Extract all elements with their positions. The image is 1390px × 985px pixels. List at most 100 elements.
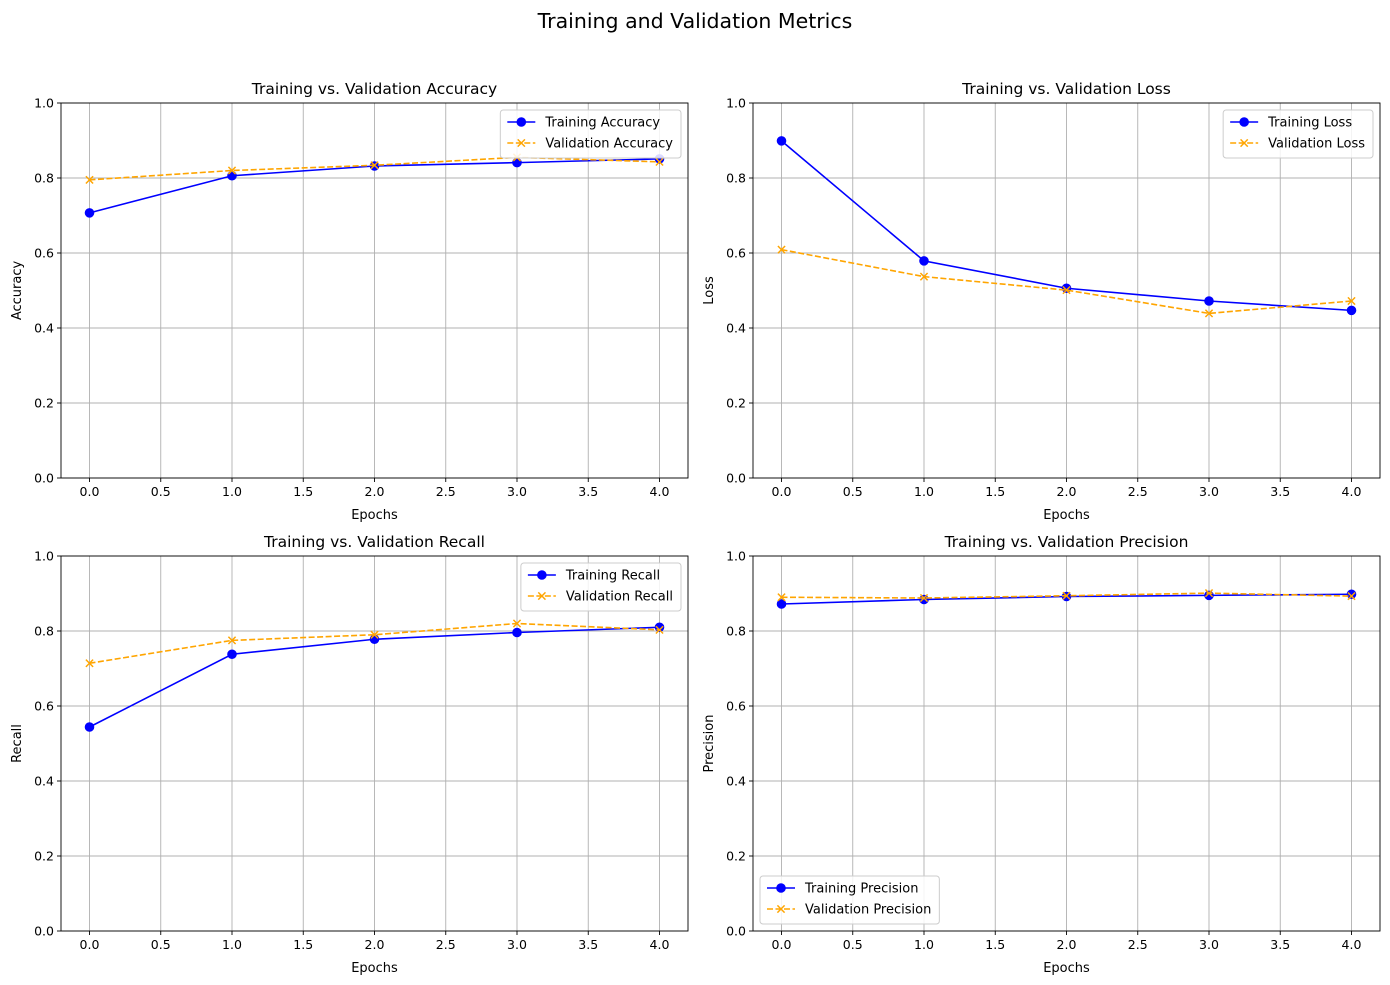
x-tick-label: 3.0 bbox=[1199, 937, 1219, 952]
x-tick-label: 4.0 bbox=[1342, 484, 1362, 499]
y-tick-label: 0.8 bbox=[34, 171, 54, 186]
x-tick-label: 1.0 bbox=[222, 484, 242, 499]
x-tick-label: 0.5 bbox=[151, 484, 171, 499]
x-tick-label: 0.0 bbox=[80, 937, 100, 952]
legend-marker bbox=[516, 117, 527, 127]
panel-title: Training vs. Validation Accuracy bbox=[251, 80, 497, 98]
y-tick-label: 1.0 bbox=[34, 549, 54, 564]
x-tick-label: 1.0 bbox=[914, 484, 934, 499]
validation-point bbox=[655, 157, 664, 167]
x-tick-label: 1.0 bbox=[914, 937, 934, 952]
y-axis-label: Loss bbox=[702, 276, 717, 305]
training-point bbox=[1346, 589, 1357, 600]
validation-point bbox=[919, 272, 929, 281]
legend-label: Training Precision bbox=[804, 882, 918, 897]
legend-label: Validation Accuracy bbox=[545, 137, 673, 152]
x-tick-label: 4.0 bbox=[650, 484, 670, 499]
validation-point bbox=[85, 659, 94, 668]
validation-point bbox=[1204, 309, 1214, 318]
legend: Training Precision Validation Precision bbox=[759, 875, 940, 925]
y-axis-label: Recall bbox=[10, 724, 25, 763]
y-tick-label: 0.4 bbox=[34, 774, 54, 789]
figure-suptitle: Training and Validation Metrics bbox=[537, 9, 853, 33]
y-tick-label: 0.0 bbox=[34, 471, 54, 486]
training-point bbox=[776, 136, 787, 146]
chart-panel-3: 0.0 0.5 1.0 1.5 2.0 2.5 3.0 3.5 4.0 0.0 0.2 0.4 0.6 0… bbox=[10, 533, 689, 976]
x-tick-label: 3.5 bbox=[1270, 484, 1290, 499]
x-tick-label: 4.0 bbox=[1342, 937, 1362, 952]
legend-marker bbox=[776, 883, 786, 893]
x-tick-label: 3.0 bbox=[507, 484, 527, 499]
validation-point bbox=[1347, 296, 1356, 306]
y-tick-label: 0.0 bbox=[34, 924, 54, 939]
x-tick-label: 1.5 bbox=[293, 484, 313, 499]
y-tick-label: 0.8 bbox=[34, 624, 54, 639]
y-tick-label: 0.4 bbox=[34, 321, 54, 336]
validation-point bbox=[370, 161, 379, 170]
x-tick-label: 2.0 bbox=[1057, 484, 1077, 499]
training-point bbox=[1346, 305, 1357, 316]
y-tick-label: 0.0 bbox=[726, 924, 746, 939]
y-tick-label: 0.6 bbox=[34, 699, 54, 714]
legend: Training Accuracy Validation Accuracy bbox=[499, 109, 682, 159]
y-axis-label: Accuracy bbox=[10, 261, 25, 321]
panel-title: Training vs. Validation Recall bbox=[263, 533, 485, 551]
legend-box bbox=[1222, 109, 1374, 159]
x-tick-label: 4.0 bbox=[650, 937, 670, 952]
legend-marker bbox=[537, 591, 547, 601]
validation-point bbox=[227, 636, 237, 645]
training-point bbox=[227, 649, 237, 660]
y-axis-label: Precision bbox=[702, 714, 717, 772]
x-tick-label: 2.0 bbox=[365, 937, 385, 952]
x-tick-label: 1.5 bbox=[985, 484, 1005, 499]
y-tick-label: 0.4 bbox=[726, 321, 746, 336]
axes-frame bbox=[60, 555, 689, 932]
legend-label: Validation Recall bbox=[566, 590, 673, 605]
x-tick-label: 3.0 bbox=[507, 937, 527, 952]
y-tick-label: 0.2 bbox=[34, 849, 54, 864]
axes-frame bbox=[752, 102, 1381, 479]
axes-frame bbox=[60, 102, 689, 479]
validation-point bbox=[1347, 591, 1356, 601]
training-point bbox=[84, 208, 95, 218]
x-axis-label: Epochs bbox=[351, 961, 398, 976]
x-tick-label: 3.0 bbox=[1199, 484, 1219, 499]
x-tick-label: 0.5 bbox=[151, 937, 171, 952]
x-axis-label: Epochs bbox=[1043, 508, 1090, 523]
legend-marker bbox=[537, 570, 547, 580]
validation-point bbox=[777, 593, 786, 602]
training-point bbox=[919, 256, 929, 266]
chart-panel-4: 0.0 0.5 1.0 1.5 2.0 2.5 3.0 3.5 4.0 0.0 0.2 0.4 0.6 0… bbox=[702, 533, 1381, 976]
x-tick-label: 0.0 bbox=[772, 937, 792, 952]
legend-label: Training Recall bbox=[565, 569, 660, 584]
x-tick-label: 2.5 bbox=[1128, 484, 1148, 499]
x-axis-label: Epochs bbox=[351, 508, 398, 523]
x-tick-label: 2.0 bbox=[1057, 937, 1077, 952]
validation-point bbox=[512, 619, 522, 628]
y-tick-label: 0.6 bbox=[726, 246, 746, 261]
x-tick-label: 0.0 bbox=[772, 484, 792, 499]
chart-panels: 0.0 0.5 1.0 1.5 2.0 2.5 3.0 3.5 4.0 0.0 0.2 0.4 0.6 0… bbox=[10, 80, 1381, 976]
legend-marker bbox=[1240, 138, 1249, 148]
legend-box bbox=[520, 562, 682, 612]
validation-point bbox=[227, 166, 237, 175]
chart-panel-1: 0.0 0.5 1.0 1.5 2.0 2.5 3.0 3.5 4.0 0.0 0.2 0.4 0.6 0… bbox=[10, 80, 689, 523]
y-tick-label: 0.4 bbox=[726, 774, 746, 789]
x-axis-label: Epochs bbox=[1043, 961, 1090, 976]
x-tick-label: 2.5 bbox=[436, 484, 456, 499]
y-tick-label: 0.6 bbox=[726, 699, 746, 714]
x-tick-label: 0.5 bbox=[843, 937, 863, 952]
y-tick-label: 0.6 bbox=[34, 246, 54, 261]
legend-box bbox=[499, 109, 682, 159]
x-tick-label: 0.0 bbox=[80, 484, 100, 499]
x-tick-label: 2.5 bbox=[1128, 937, 1148, 952]
panel-title: Training vs. Validation Loss bbox=[961, 80, 1171, 98]
legend-box bbox=[759, 875, 940, 925]
x-tick-label: 1.5 bbox=[985, 937, 1005, 952]
validation-point bbox=[1204, 588, 1214, 598]
validation-point bbox=[777, 245, 786, 254]
y-tick-label: 0.2 bbox=[34, 396, 54, 411]
x-tick-label: 1.0 bbox=[222, 937, 242, 952]
training-point bbox=[512, 627, 522, 638]
validation-point bbox=[85, 175, 94, 185]
